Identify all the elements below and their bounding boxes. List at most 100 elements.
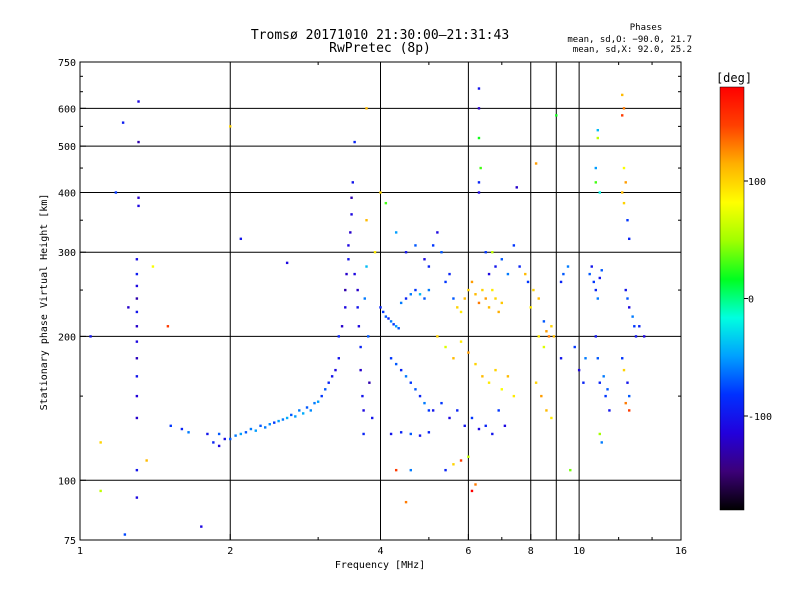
data-point (180, 427, 184, 431)
data-point (379, 191, 382, 194)
data-point (477, 181, 481, 184)
data-point (550, 416, 553, 420)
data-point (628, 409, 631, 412)
data-point (582, 381, 585, 384)
data-point (537, 335, 540, 338)
data-point (340, 325, 344, 328)
data-point (353, 140, 356, 144)
y-tick-label: 500 (58, 142, 76, 153)
data-point (569, 468, 572, 472)
data-point (281, 418, 285, 421)
data-point (470, 280, 474, 284)
data-point (624, 288, 627, 292)
phases-box-title: Phases (630, 23, 663, 33)
data-point (481, 375, 484, 378)
data-point (135, 297, 139, 300)
data-point (384, 201, 388, 205)
data-point (404, 375, 408, 378)
data-point (559, 280, 563, 284)
data-point (626, 219, 629, 222)
data-point (356, 306, 359, 309)
data-point (290, 413, 293, 417)
data-point (423, 258, 426, 261)
chart-subtitle: RwPretec (8p) (329, 41, 431, 56)
colorbar-tick-label: 100 (748, 177, 766, 188)
data-point (212, 441, 215, 444)
data-point (500, 258, 504, 261)
data-point (598, 432, 601, 436)
data-point (351, 181, 354, 184)
data-point (123, 533, 127, 536)
data-point (584, 357, 587, 360)
data-point (477, 427, 481, 431)
data-point (600, 441, 603, 444)
data-point (409, 468, 412, 472)
data-point (169, 424, 172, 428)
data-point (444, 468, 447, 472)
data-point (135, 416, 139, 420)
data-point (135, 357, 139, 360)
data-point (608, 409, 611, 412)
data-point (135, 496, 139, 499)
data-point (600, 269, 603, 272)
data-point (409, 432, 412, 436)
data-point (345, 272, 348, 276)
data-point (440, 401, 443, 405)
data-point (344, 306, 347, 309)
data-point (547, 335, 551, 338)
data-point (187, 431, 190, 434)
data-point (622, 107, 626, 110)
data-point (594, 181, 598, 184)
y-tick-label: 400 (58, 188, 76, 199)
data-point (135, 258, 139, 261)
data-point (594, 166, 598, 170)
data-point (526, 280, 530, 284)
data-point (470, 416, 474, 420)
data-point (389, 320, 393, 323)
data-point (459, 310, 463, 314)
data-point (409, 381, 412, 384)
data-point (359, 345, 362, 349)
data-point (598, 276, 601, 280)
data-point (404, 500, 408, 504)
data-point (628, 306, 631, 309)
data-point (135, 325, 139, 328)
data-point (550, 325, 553, 328)
data-point (229, 125, 232, 128)
data-point (313, 401, 316, 405)
data-point (137, 100, 140, 103)
data-point (273, 421, 276, 424)
data-point (631, 315, 634, 318)
y-tick-label: 600 (58, 104, 76, 115)
data-point (452, 297, 455, 300)
data-point (394, 468, 398, 472)
colorbar-ticks: 100 0 -100 (744, 177, 772, 423)
data-point (89, 335, 92, 338)
data-point (399, 431, 403, 434)
data-point (626, 381, 629, 384)
data-point (431, 244, 435, 247)
data-point (389, 432, 393, 436)
data-point (320, 394, 323, 398)
data-point (459, 340, 463, 343)
data-point (463, 297, 466, 300)
data-point (594, 288, 598, 292)
data-point (301, 412, 305, 415)
data-point (500, 388, 504, 391)
data-point (294, 415, 297, 418)
data-point (151, 265, 155, 268)
data-point (573, 345, 576, 349)
data-point (327, 381, 330, 384)
data-point (592, 280, 595, 284)
data-point (497, 409, 500, 412)
data-point (588, 272, 591, 276)
data-point (135, 394, 139, 398)
data-point (624, 401, 627, 405)
data-point (540, 394, 543, 398)
data-point (254, 429, 257, 432)
data-point (484, 297, 487, 300)
data-point (114, 191, 118, 194)
x-tick-label: 16 (675, 546, 687, 557)
data-point (487, 272, 491, 276)
data-point (414, 388, 417, 391)
